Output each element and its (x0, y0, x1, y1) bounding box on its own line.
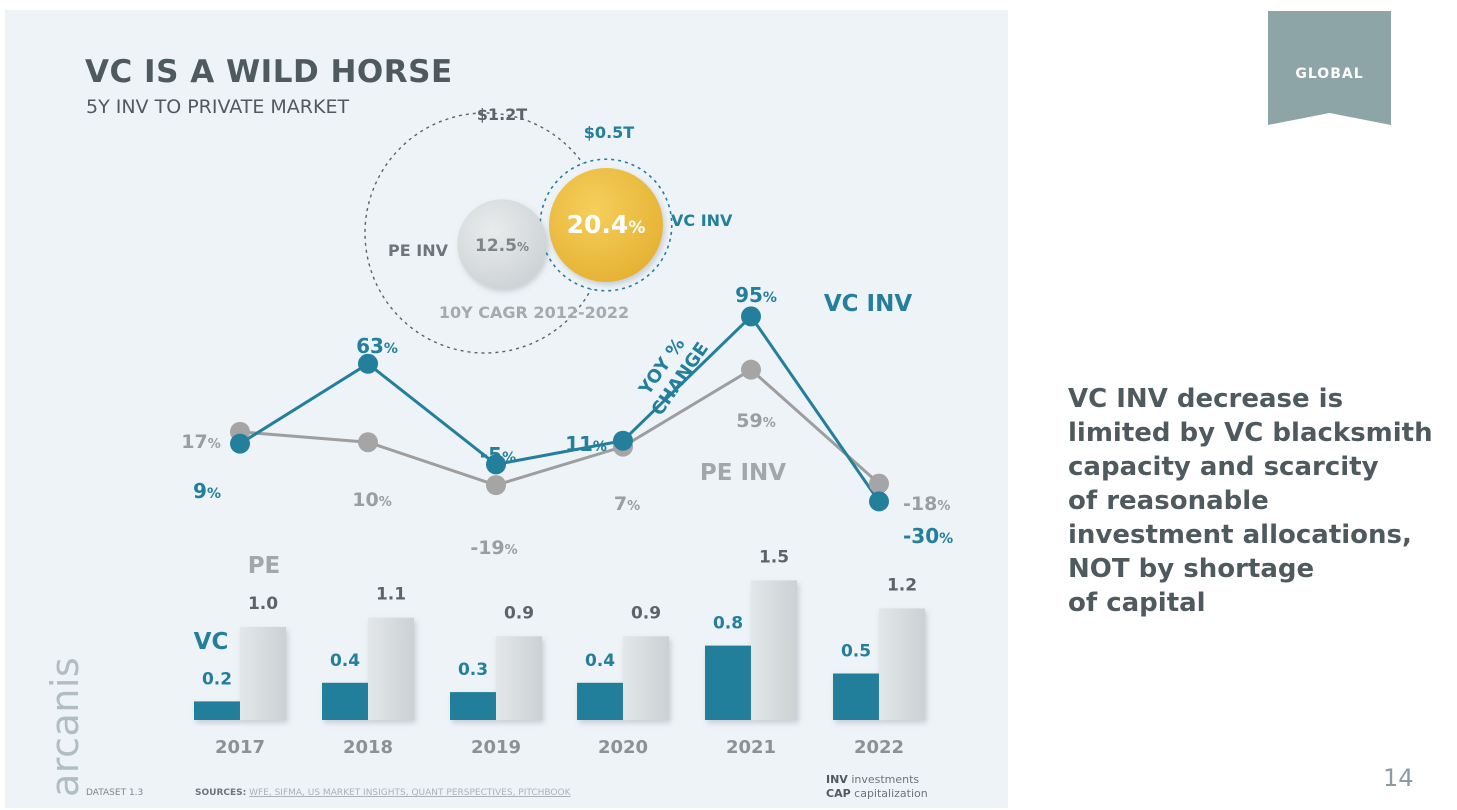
vc-yoy-label: 11% (565, 432, 607, 456)
vc-bar (194, 701, 240, 720)
pe-yoy-point (869, 473, 889, 494)
vc-bar-label: 0.2 (202, 669, 232, 689)
pe-bar-label: 1.1 (376, 585, 406, 605)
vc-bar-label: 0.5 (841, 642, 871, 662)
message-line: of reasonable (1068, 486, 1269, 516)
slide-title: VC IS A WILD HORSE (85, 54, 453, 90)
vc-yoy-label: 63% (356, 334, 398, 358)
legend-cap-text: capitalization (854, 787, 928, 800)
pe-yoy-label: 7% (614, 493, 640, 515)
sources-note: SOURCES: WFE, SIFMA, US MARKET INSIGHTS,… (195, 788, 571, 798)
investment-bar-chart: 0.2 1.0 2017 0.4 1.1 2018 0.3 0.9 2019 0.4 0.9 2020… (194, 548, 925, 758)
pe-series-name: PE INV (700, 460, 786, 486)
message-line: limited by VC blacksmith (1068, 418, 1433, 448)
pe-bar-label: 1.5 (759, 548, 789, 568)
pe-yoy-point (486, 475, 506, 496)
vc-bubble-name: VC INV (671, 211, 733, 230)
vc-bar (450, 692, 496, 720)
vc-bar (833, 673, 879, 720)
vc-yoy-line (239, 314, 881, 503)
pe-bubble-name: PE INV (388, 241, 449, 260)
arcanis-logo: arcanis (43, 656, 87, 797)
slide-subtitle: 5Y INV TO PRIVATE MARKET (86, 96, 350, 118)
vc-bar-label: 0.4 (330, 651, 360, 671)
vc-bar (705, 645, 751, 720)
year-tick-label: 2021 (726, 737, 776, 758)
pe-yoy-line (239, 367, 880, 487)
pe-bar (623, 636, 669, 720)
sources-label: SOURCES: (195, 788, 247, 798)
cagr-caption: 10Y CAGR 2012-2022 (439, 303, 629, 322)
vc-bar (577, 682, 623, 720)
vc-yoy-point (741, 306, 761, 327)
year-tick-label: 2020 (598, 737, 648, 758)
legend-inv-text: investments (851, 773, 920, 786)
pe-bar (879, 608, 925, 720)
vc-bar-label: 0.3 (458, 660, 488, 680)
pe-bar-label: 1.0 (248, 594, 278, 614)
pe-bar (368, 617, 414, 720)
legend-cap-abbr: CAP (826, 787, 851, 800)
yoy-change-label: YOY %CHANGE (629, 326, 713, 420)
pe-cagr-disc (457, 199, 547, 289)
pe-yoy-label: 10% (352, 489, 391, 511)
pe-yoy-point (358, 432, 378, 453)
pe-bar-label: 0.9 (504, 603, 534, 623)
global-ribbon-icon (1268, 11, 1391, 125)
pe-total-label: $1.2T (477, 105, 527, 124)
cagr-bubble-chart: 12.5% 20.4% PE INV VC INV $1.2T $0.5T 10Y CAGR… (364, 105, 733, 354)
pe-bar (240, 627, 286, 720)
page-number: 14 (1383, 764, 1414, 792)
pe-yoy-label: 17% (181, 431, 220, 453)
pe-yoy-label: -19% (470, 537, 517, 559)
message-line: VC INV decrease is (1068, 384, 1344, 414)
year-tick-label: 2019 (471, 737, 521, 758)
chart-canvas: 12.5% 20.4% PE INV VC INV $1.2T $0.5T 10Y CAGR… (181, 105, 953, 758)
key-message: VC INV decrease is limited by VC blacksm… (1068, 382, 1448, 620)
vc-yoy-label: 95% (735, 283, 777, 307)
vc-bar (322, 682, 368, 720)
year-tick-label: 2017 (215, 737, 265, 758)
message-line: of capital (1068, 588, 1206, 618)
pe-yoy-point (741, 359, 761, 380)
vc-yoy-point (869, 491, 889, 512)
legend-cap: CAP capitalization (826, 787, 928, 800)
pe-yoy-label: -18% (903, 493, 950, 515)
year-tick-label: 2022 (854, 737, 904, 758)
vc-cagr-disc (549, 168, 663, 282)
message-line: investment allocations, (1068, 520, 1412, 550)
vc-yoy-point (358, 353, 378, 374)
vc-cagr-label: 20.4% (567, 210, 646, 239)
vc-total-label: $0.5T (584, 123, 634, 142)
pe-bar-label: 1.2 (887, 575, 917, 595)
message-line: NOT by shortage (1068, 554, 1315, 584)
year-tick-label: 2018 (343, 737, 393, 758)
sources-link[interactable]: WFE, SIFMA, US MARKET INSIGHTS, QUANT PE… (249, 788, 571, 798)
legend-inv: INV investments (826, 773, 919, 786)
yoy-line-chart: 9% 63% -5% 11% 95% -30% 17% 10% -19% 7% 59% -18% VC … (181, 283, 953, 559)
pe-bar-series-name: PE (248, 553, 281, 579)
global-ribbon-label: GLOBAL (1295, 66, 1364, 82)
legend-inv-abbr: INV (826, 773, 848, 786)
vc-bar-label: 0.4 (585, 651, 615, 671)
vc-yoy-label: -5% (480, 443, 516, 467)
pe-bar-label: 0.9 (631, 603, 661, 623)
vc-yoy-point (486, 454, 506, 475)
vc-bar-series-name: VC (194, 629, 229, 655)
vc-yoy-label: 9% (193, 479, 221, 503)
pe-yoy-label: 59% (736, 410, 775, 432)
pe-cagr-label: 12.5% (475, 236, 529, 256)
vc-yoy-label: -30% (903, 524, 953, 548)
vc-yoy-point (613, 430, 633, 451)
vc-bar-label: 0.8 (713, 614, 743, 634)
vc-yoy-point (230, 433, 250, 454)
dataset-label: DATASET 1.3 (86, 788, 144, 798)
pe-bar (496, 636, 542, 720)
message-line: capacity and scarcity (1068, 452, 1379, 482)
pe-bar (751, 580, 797, 720)
vc-series-name: VC INV (824, 291, 912, 317)
